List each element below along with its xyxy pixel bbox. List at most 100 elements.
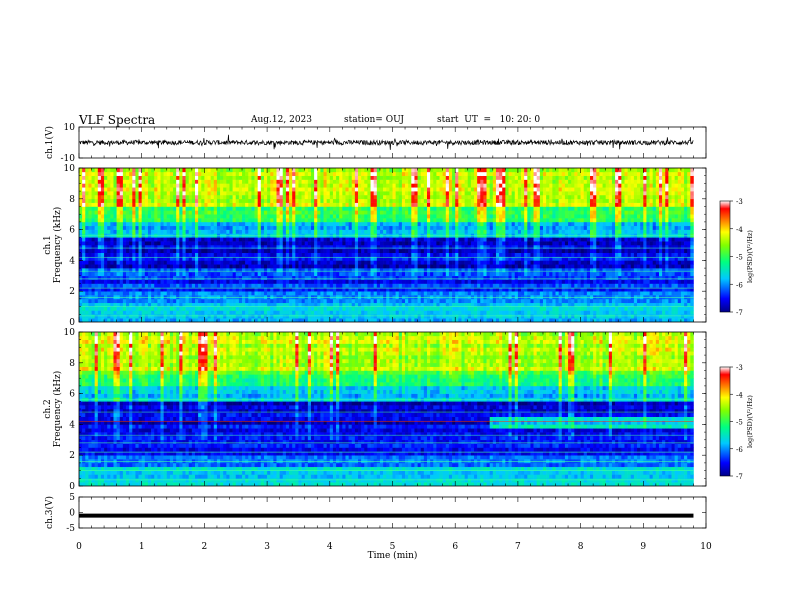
spectrogram-cell	[210, 310, 215, 315]
spectrogram-cell	[332, 183, 337, 188]
spectrogram-cell	[301, 202, 306, 207]
spectrogram-cell	[191, 198, 196, 203]
spectrogram-cell	[260, 214, 265, 219]
spectrogram-cell	[326, 237, 331, 242]
spectrogram-cell	[329, 264, 334, 269]
spectrogram-cell	[176, 279, 180, 284]
spectrogram-cell	[414, 260, 418, 265]
spectrogram-cell	[100, 268, 105, 273]
spectrogram-cell	[188, 198, 193, 203]
spectrogram-cell	[408, 168, 412, 173]
spectrogram-cell	[370, 275, 374, 280]
spectrogram-cell	[433, 187, 437, 192]
spectrogram-cell	[113, 179, 117, 184]
spectrogram-cell	[345, 202, 349, 207]
spectrogram-cell	[405, 256, 409, 261]
spectrogram-cell	[408, 171, 412, 176]
spectrogram-cell	[442, 256, 447, 261]
spectrogram-cell	[389, 221, 393, 227]
spectrogram-cell	[232, 252, 237, 257]
spectrogram-cell	[395, 225, 400, 230]
spectrogram-cell	[370, 194, 374, 200]
spectrogram-cell	[336, 260, 340, 265]
spectrogram-cell	[323, 302, 327, 307]
spectrogram-cell	[223, 171, 227, 176]
spectrogram-cell	[401, 245, 406, 250]
spectrogram-cell	[169, 306, 174, 311]
spectrogram-cell	[304, 214, 309, 219]
spectrogram-cell	[229, 314, 233, 319]
spectrogram-cell	[464, 302, 469, 307]
spectrogram-cell	[238, 221, 243, 227]
spectrogram-cell	[326, 241, 331, 246]
spectrogram-cell	[110, 218, 114, 223]
spectrogram-cell	[354, 291, 359, 296]
spectrogram-cell	[232, 310, 237, 315]
spectrogram-cell	[207, 298, 211, 304]
spectrogram-cell	[292, 214, 296, 219]
spectrogram-cell	[132, 202, 136, 207]
spectrogram-cell	[185, 179, 190, 184]
spectrogram-cell	[326, 302, 331, 307]
spectrogram-cell	[395, 198, 400, 203]
spectrogram-cell	[317, 245, 321, 250]
spectrogram-cell	[270, 187, 274, 192]
spectrogram-cell	[411, 191, 415, 196]
spectrogram-cell	[160, 210, 164, 215]
spectrogram-cell	[273, 287, 277, 292]
spectrogram-cell	[97, 225, 102, 230]
spectrogram-cell	[386, 298, 390, 304]
spectrogram-cell	[326, 229, 331, 234]
spectrogram-cell	[79, 225, 83, 230]
spectrogram-cell	[292, 202, 296, 207]
spectrogram-cell	[358, 225, 362, 230]
spectrogram-cell	[323, 229, 327, 234]
spectrogram-cell	[182, 194, 186, 200]
spectrogram-cell	[229, 187, 233, 192]
spectrogram-cell	[370, 187, 374, 192]
spectrogram-cell	[220, 245, 224, 250]
spectrogram-cell	[191, 287, 196, 292]
spectrogram-cell	[179, 168, 183, 173]
spectrogram-cell	[376, 306, 381, 311]
spectrogram-cell	[157, 318, 161, 322]
spectrogram-cell	[329, 268, 334, 273]
spectrogram-cell	[379, 241, 384, 246]
spectrogram-cell	[442, 191, 447, 196]
spectrogram-cell	[448, 191, 453, 196]
spectrogram-cell	[151, 187, 155, 192]
spectrogram-cell	[182, 275, 186, 280]
spectrogram-cell	[267, 187, 271, 192]
spectrogram-cell	[132, 283, 136, 288]
spectrogram-cell	[326, 245, 331, 250]
spectrogram-cell	[336, 214, 340, 219]
spectrogram-cell	[216, 256, 221, 261]
spectrogram-cell	[97, 179, 102, 184]
spectrogram-cell	[195, 310, 199, 315]
spectrogram-cell	[94, 279, 99, 284]
spectrogram-cell	[442, 260, 447, 265]
spectrogram-cell	[379, 275, 384, 280]
spectrogram-cell	[401, 287, 406, 292]
spectrogram-cell	[295, 264, 299, 269]
spectrogram-cell	[436, 241, 440, 246]
spectrogram-cell	[411, 264, 415, 269]
spectrogram-cell	[235, 291, 240, 296]
spectrogram-cell	[79, 318, 83, 322]
spectrogram-cell	[408, 198, 412, 203]
spectrogram-cell	[204, 206, 208, 211]
spectrogram-cell	[144, 302, 149, 307]
spectrogram-cell	[238, 302, 243, 307]
spectrogram-cell	[386, 268, 390, 273]
spectrogram-cell	[301, 198, 306, 203]
spectrogram-cell	[282, 306, 287, 311]
spectrogram-cell	[198, 318, 202, 322]
spectrogram-cell	[267, 268, 271, 273]
spectrogram-cell	[282, 179, 287, 184]
spectrogram-cell	[160, 275, 164, 280]
spectrogram-cell	[88, 218, 92, 223]
spectrogram-cell	[339, 191, 343, 196]
spectrogram-cell	[392, 310, 396, 315]
spectrogram-cell	[119, 225, 124, 230]
spectrogram-cell	[411, 283, 415, 288]
